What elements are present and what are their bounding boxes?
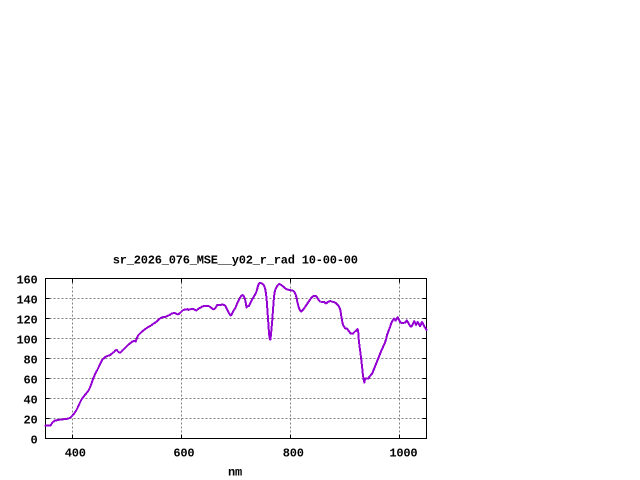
svg-text:40: 40 — [23, 394, 37, 408]
svg-text:1000: 1000 — [389, 447, 417, 461]
svg-text:60: 60 — [23, 374, 37, 388]
svg-text:sr_2026_076_MSE__y02_r_rad 10-: sr_2026_076_MSE__y02_r_rad 10-00-00 — [113, 253, 358, 267]
svg-text:800: 800 — [283, 447, 304, 461]
svg-text:120: 120 — [16, 314, 37, 328]
svg-text:nm: nm — [228, 466, 242, 480]
svg-text:80: 80 — [23, 354, 37, 368]
svg-text:0: 0 — [30, 434, 37, 448]
svg-text:100: 100 — [16, 334, 37, 348]
svg-text:400: 400 — [65, 447, 86, 461]
svg-text:600: 600 — [173, 447, 194, 461]
svg-text:160: 160 — [16, 274, 37, 288]
svg-text:140: 140 — [16, 294, 37, 308]
svg-text:20: 20 — [23, 414, 37, 428]
